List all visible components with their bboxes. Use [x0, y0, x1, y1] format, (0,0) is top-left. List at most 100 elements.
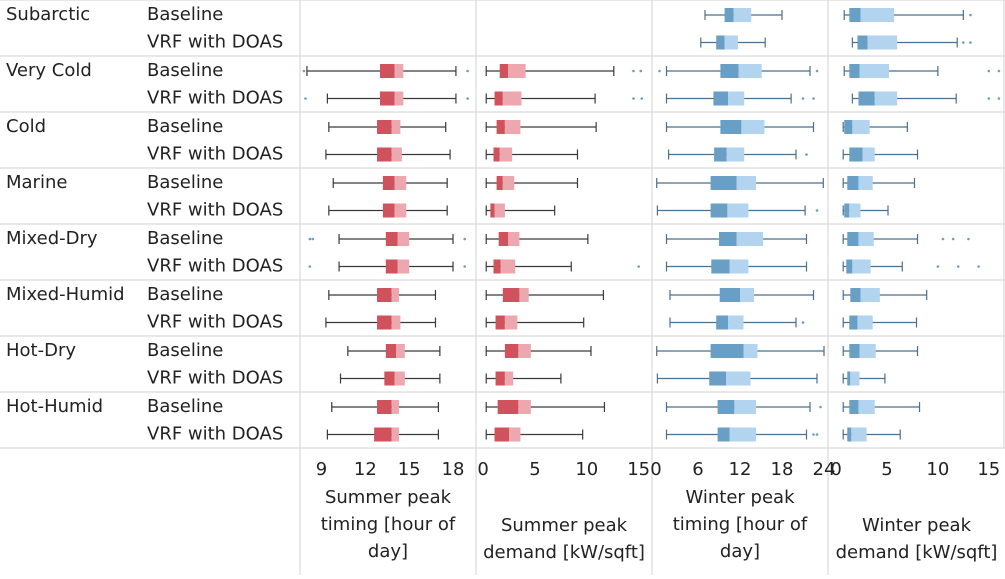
box-upper [394, 91, 404, 106]
box-lower [377, 400, 392, 414]
axis-title-line: timing [hour of [321, 514, 456, 535]
outlier-point [969, 13, 972, 17]
box-lower [720, 120, 742, 134]
box-lower [710, 203, 728, 218]
box-lower [377, 315, 392, 330]
system-label: Baseline [147, 60, 223, 81]
box-lower [493, 259, 501, 274]
x-tick-label: 12 [354, 459, 377, 480]
box-upper [852, 120, 870, 134]
outlier-point [632, 69, 635, 73]
system-label: VRF with DOAS [147, 88, 283, 109]
system-label: VRF with DOAS [147, 256, 283, 277]
axis-title-line: Summer peak [325, 487, 452, 508]
box-upper [867, 35, 898, 50]
x-tick-label: 5 [529, 459, 540, 480]
box-lower [379, 64, 395, 78]
box-upper [849, 203, 861, 218]
box-lower [714, 147, 727, 162]
box-upper [519, 288, 529, 302]
box-lower [847, 371, 851, 386]
box-lower [709, 371, 726, 386]
box-lower [849, 64, 860, 78]
box-upper [734, 400, 757, 414]
climate-label: Marine [6, 172, 67, 193]
box-lower [711, 259, 730, 274]
box-lower [374, 427, 392, 442]
box-upper [394, 371, 405, 386]
system-label: Baseline [147, 284, 223, 305]
box-lower [850, 288, 861, 302]
x-tick-label: 6 [692, 459, 703, 480]
outlier-point [640, 97, 644, 100]
box-upper [726, 371, 751, 386]
outlier-point [639, 69, 643, 73]
climate-label: Mixed-Dry [6, 228, 98, 249]
box-upper [397, 232, 410, 246]
box-lower [849, 400, 859, 414]
box-lower [719, 288, 740, 302]
x-tick-label: 18 [442, 459, 465, 480]
outlier-point [969, 41, 972, 44]
box-lower [847, 176, 859, 190]
x-tick-label: 0 [650, 459, 661, 480]
outlier-point [304, 97, 307, 100]
box-lower [498, 232, 508, 246]
outlier-point [466, 97, 469, 100]
box-lower [385, 259, 398, 274]
axis-title-line: timing [hour of [673, 514, 808, 535]
outlier-point [819, 405, 822, 409]
outlier-point [302, 69, 306, 73]
system-label: Baseline [147, 340, 223, 361]
outlier-point [658, 69, 661, 73]
box-upper [736, 176, 757, 190]
box-upper [860, 8, 895, 22]
box-lower [716, 35, 725, 50]
x-tick-label: 0 [830, 459, 841, 480]
system-label: Baseline [147, 172, 223, 193]
box-lower [844, 120, 853, 134]
box-lower [847, 232, 859, 246]
box-upper [858, 176, 873, 190]
box-upper [874, 91, 898, 106]
box-upper [502, 176, 515, 190]
system-label: VRF with DOAS [147, 200, 283, 221]
axis-title-line: Summer peak [501, 515, 628, 536]
box-upper [518, 344, 531, 358]
box-lower [849, 147, 863, 162]
outlier-point [967, 237, 970, 241]
x-tick-label: 5 [881, 459, 892, 480]
box-lower [849, 344, 860, 358]
box-upper [396, 344, 405, 358]
box-upper [736, 232, 764, 246]
x-tick-label: 10 [575, 459, 598, 480]
box-upper [391, 400, 399, 414]
axis-title-line: Winter peak [862, 515, 972, 536]
box-upper [859, 64, 890, 78]
outlier-point [956, 265, 960, 268]
box-lower [494, 91, 503, 106]
system-label: VRF with DOAS [147, 368, 283, 389]
box-upper [859, 344, 876, 358]
axis-title-line: demand [kW/sqft] [483, 542, 645, 563]
box-lower [379, 91, 395, 106]
box-upper [728, 91, 745, 106]
box-upper [740, 288, 754, 302]
box-lower [504, 344, 519, 358]
box-upper [729, 427, 757, 442]
outlier-point [463, 265, 466, 268]
box-lower [844, 203, 850, 218]
box-upper [397, 259, 410, 274]
box-lower [717, 400, 735, 414]
box-upper [394, 64, 404, 78]
axis-title-line: demand [kW/sqft] [836, 542, 998, 563]
box-lower [847, 427, 852, 442]
box-upper [728, 315, 744, 330]
x-tick-label: 24 [813, 459, 836, 480]
outlier-point [815, 69, 819, 73]
outlier-point [997, 97, 1001, 100]
outlier-point [987, 97, 991, 100]
box-upper [727, 203, 749, 218]
box-lower [499, 64, 508, 78]
